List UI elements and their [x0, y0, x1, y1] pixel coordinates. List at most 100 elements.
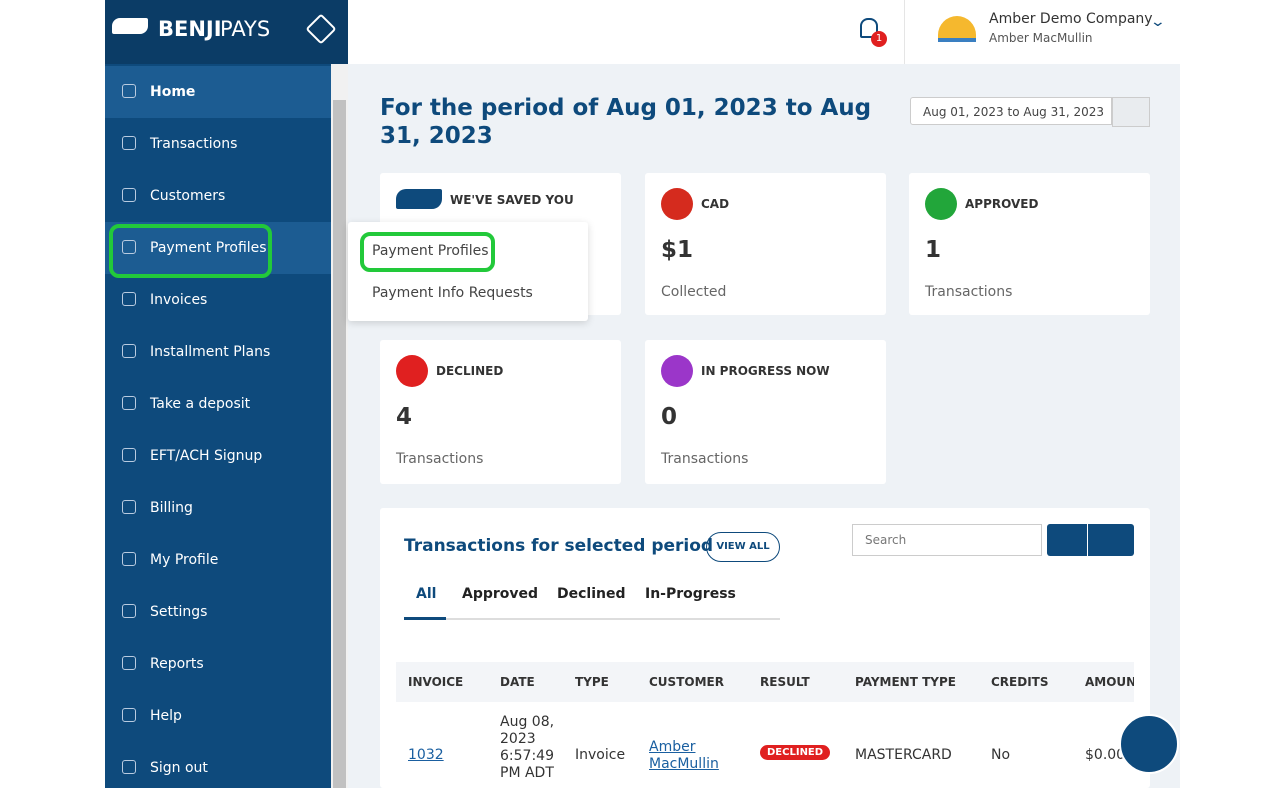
nav-item[interactable]: Home [105, 66, 331, 118]
logo-bar [105, 0, 348, 64]
nav-item[interactable]: Payment Profiles [105, 222, 331, 274]
nav-item[interactable]: Invoices [105, 274, 331, 326]
nav-item[interactable]: Installment Plans [105, 326, 331, 378]
nav-item[interactable]: Billing [105, 482, 331, 534]
sidebar [105, 0, 331, 788]
nav-label: Transactions [150, 136, 238, 152]
user-caret[interactable]: ⌄ [1149, 14, 1167, 30]
nav-icon [122, 396, 136, 410]
card-sub: Transactions [396, 451, 484, 467]
refresh-button[interactable] [1047, 524, 1087, 556]
nav-icon [122, 84, 136, 98]
card-sub: Collected [661, 284, 727, 300]
card-icon [396, 355, 428, 387]
card-icon [661, 188, 693, 220]
nav-item[interactable]: My Profile [105, 534, 331, 586]
nav-icon [122, 136, 136, 150]
amount-cell: $0.00 [1085, 747, 1126, 763]
card-icon [925, 188, 957, 220]
nav-icon [122, 292, 136, 306]
card-value: $1 [661, 237, 694, 263]
nav-item[interactable]: Transactions [105, 118, 331, 170]
nav-icon [122, 760, 136, 774]
company-name: Amber Demo Company [989, 11, 1153, 27]
tab[interactable]: All [416, 586, 437, 602]
nav-item[interactable]: Sign out [105, 742, 331, 794]
column-header[interactable]: CREDITS [991, 675, 1049, 689]
columns-button[interactable] [1088, 524, 1134, 556]
tab[interactable]: Declined [557, 586, 626, 602]
invoice-link[interactable]: 1032 [408, 747, 444, 763]
nav-label: Invoices [150, 292, 208, 308]
table-head [396, 662, 1134, 702]
calendar-button[interactable] [1112, 97, 1150, 127]
nav-label: Settings [150, 604, 208, 620]
nav-icon [122, 240, 136, 254]
nav-label: Billing [150, 500, 193, 516]
nav-item[interactable]: Take a deposit [105, 378, 331, 430]
user-name: Amber MacMullin [989, 31, 1093, 45]
nav-icon [122, 188, 136, 202]
table-cell: Invoice [575, 747, 626, 763]
highlight-ring [360, 232, 495, 272]
nav-label: Installment Plans [150, 344, 271, 360]
tab[interactable]: In-Progress [645, 586, 736, 602]
card-icon [661, 355, 693, 387]
card-sub: Transactions [661, 451, 749, 467]
column-header[interactable]: RESULT [760, 675, 810, 689]
highlight-ring [109, 224, 272, 278]
logo-light: PAYS [220, 17, 271, 41]
submenu-item[interactable]: Payment Profiles [372, 243, 489, 259]
nav-item[interactable]: Help [105, 690, 331, 742]
card-label: APPROVED [965, 197, 1039, 211]
column-header[interactable]: DATE [500, 675, 535, 689]
nav-icon [122, 708, 136, 722]
notification-count: 1 [871, 31, 887, 47]
column-header[interactable]: PAYMENT TYPE [855, 675, 956, 689]
submenu-item[interactable]: Payment Info Requests [372, 285, 533, 301]
column-header[interactable]: INVOICE [408, 675, 464, 689]
card-value: 4 [396, 404, 413, 430]
period-title: For the period of Aug 01, 2023 to Aug 31… [380, 95, 872, 149]
nav-item[interactable]: Customers [105, 170, 331, 222]
date-cell: Aug 08, 2023 6:57:49 PM ADT [500, 714, 555, 781]
nav-label: Payment Profiles [150, 240, 267, 256]
nav-label: EFT/ACH Signup [150, 448, 263, 464]
customer-link[interactable]: Amber MacMullin [649, 739, 719, 772]
nav-icon [122, 448, 136, 462]
nav-item[interactable]: Settings [105, 586, 331, 638]
card-value: 0 [661, 404, 678, 430]
header-divider [904, 0, 905, 64]
saved-icon [396, 189, 442, 209]
table-cell: No [991, 747, 1011, 763]
logo-bold: BENJI [158, 17, 222, 41]
card-value: 1 [925, 237, 942, 263]
column-header[interactable]: TYPE [575, 675, 609, 689]
tab[interactable]: Approved [462, 586, 539, 602]
bell[interactable] [860, 18, 878, 38]
column-header[interactable]: CUSTOMER [649, 675, 724, 689]
result-badge: DECLINED [760, 745, 831, 760]
date-range[interactable]: Aug 01, 2023 to Aug 31, 2023 [910, 97, 1112, 125]
nav-label: Sign out [150, 760, 208, 776]
nav-item[interactable]: EFT/ACH Signup [105, 430, 331, 482]
nav-icon [122, 500, 136, 514]
card-label: IN PROGRESS NOW [701, 364, 830, 378]
nav-label: Customers [150, 188, 226, 204]
transactions-title: Transactions for selected period [404, 536, 714, 556]
help-button[interactable] [1119, 714, 1179, 774]
tab-rule [404, 618, 780, 620]
nav-item[interactable]: Reports [105, 638, 331, 690]
column-header[interactable]: AMOUNT [1085, 675, 1134, 689]
view-all-button[interactable]: VIEW ALL [706, 532, 780, 562]
search-box[interactable]: Search [852, 524, 1042, 556]
tab-active [404, 617, 446, 620]
nav-label: My Profile [150, 552, 219, 568]
table-cell: MASTERCARD [855, 747, 952, 763]
nav-icon [122, 552, 136, 566]
nav-label: Home [150, 84, 196, 100]
nav-label: Help [150, 708, 182, 724]
card-label: DECLINED [436, 364, 504, 378]
nav-icon [122, 656, 136, 670]
